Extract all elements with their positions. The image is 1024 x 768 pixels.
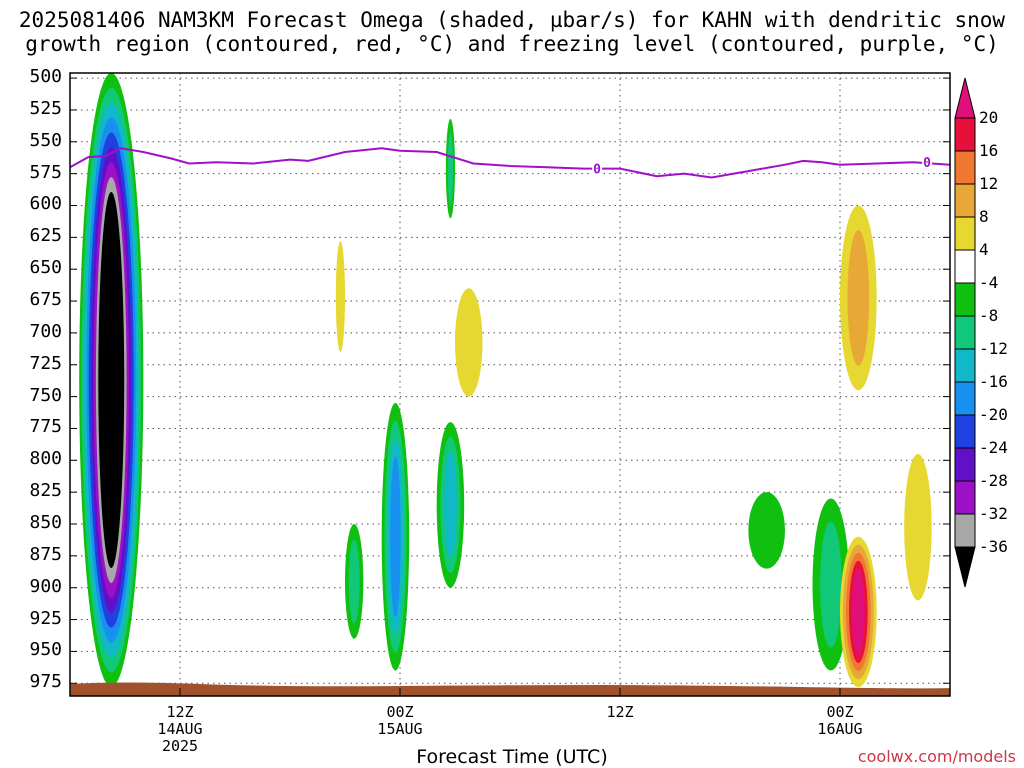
- colorbar-bin: [954, 282, 976, 317]
- colorbar-label: 20: [979, 108, 999, 127]
- x-tick-label: 16AUG: [817, 720, 863, 738]
- x-tick-label: 15AUG: [377, 720, 423, 738]
- chart-title-line-2: growth region (contoured, red, °C) and f…: [25, 32, 999, 56]
- omega-contour: [103, 221, 120, 539]
- y-tick-label-600: 600: [29, 193, 62, 215]
- omega-contour: [455, 288, 483, 397]
- colorbar-label: -24: [979, 438, 1008, 457]
- colorbar-label: -32: [979, 504, 1008, 523]
- colorbar-over-triangle: [954, 77, 976, 119]
- y-tick-label-850: 850: [29, 512, 62, 533]
- y-tick-label-525: 525: [29, 97, 62, 119]
- colorbar-label: 4: [979, 240, 989, 259]
- colorbar-label: 16: [979, 141, 999, 160]
- y-tick-label-625: 625: [29, 225, 62, 247]
- y-tick-label-900: 900: [29, 575, 62, 597]
- y-tick-label-550: 550: [29, 129, 62, 151]
- y-tick-label-825: 825: [29, 480, 62, 502]
- y-tick-label-950: 950: [29, 639, 62, 661]
- y-tick-label-675: 675: [29, 289, 62, 311]
- surface-terrain: [70, 682, 950, 696]
- x-axis-title: Forecast Time (UTC): [416, 746, 608, 768]
- colorbar-bin: [954, 249, 976, 284]
- y-tick-label-700: 700: [29, 320, 62, 342]
- plot-frame: [69, 72, 951, 697]
- colorbar-label: -36: [979, 537, 1008, 556]
- omega-contour: [748, 492, 786, 569]
- colorbar-bin: [954, 513, 976, 548]
- colorbar-label: -28: [979, 471, 1008, 490]
- y-tick-label-575: 575: [29, 161, 62, 183]
- y-tick-label-650: 650: [29, 257, 62, 279]
- omega-shading: [79, 73, 932, 688]
- omega-contour: [390, 456, 401, 618]
- x-tick-label: 12Z: [1020, 704, 1024, 721]
- colorbar-bin: [954, 315, 976, 350]
- colorbar-bin: [954, 150, 976, 185]
- omega-contour: [335, 241, 345, 353]
- y-tick-label-975: 975: [29, 671, 62, 693]
- colorbar-bin: [954, 216, 976, 251]
- freezing-level-label: 0: [923, 156, 931, 171]
- omega-contour: [852, 568, 865, 656]
- colorbar-bin: [954, 183, 976, 218]
- colorbar-bin: [954, 117, 976, 152]
- y-tick-label-775: 775: [29, 416, 62, 438]
- y-tick-label-925: 925: [29, 607, 62, 629]
- x-tick-label: 12Z: [606, 703, 634, 721]
- credit-link[interactable]: coolwx.com/models: [857, 747, 1016, 766]
- colorbar-bin: [954, 381, 976, 416]
- surface-ground: [70, 682, 950, 696]
- freezing-level-label-bg: [922, 155, 933, 170]
- grid-lines: [70, 73, 950, 696]
- colorbar-label: -8: [979, 306, 999, 325]
- omega-contour: [847, 230, 870, 366]
- colorbar-label: 8: [979, 207, 989, 226]
- colorbar-bin: [954, 480, 976, 515]
- omega-contour: [904, 453, 932, 601]
- y-tick-label-725: 725: [29, 352, 62, 374]
- omega-contour: [348, 539, 360, 624]
- colorbar-bin: [954, 447, 976, 482]
- x-tick-label: 2025: [161, 737, 199, 755]
- colorbar-label: -20: [979, 405, 1008, 424]
- colorbar: [954, 77, 976, 588]
- axis-ticks: [70, 77, 950, 696]
- freezing-level-label-bg: [592, 161, 603, 176]
- x-tick-label: 14AUG: [157, 720, 203, 738]
- y-tick-label-800: 800: [29, 448, 62, 470]
- omega-contour: [447, 132, 454, 205]
- y-tick-label-500: 500: [29, 66, 62, 88]
- colorbar-bin: [954, 348, 976, 383]
- omega-contour: [820, 521, 842, 648]
- colorbar-bin: [954, 414, 976, 449]
- y-tick-label-875: 875: [29, 543, 62, 565]
- x-tick-label: 00Z: [386, 703, 414, 721]
- plot-background: [70, 73, 950, 696]
- freezing-level-line: [70, 147, 950, 179]
- omega-contour: [444, 451, 457, 559]
- colorbar-label: -12: [979, 339, 1008, 358]
- colorbar-label: -16: [979, 372, 1008, 391]
- colorbar-label: 12: [979, 174, 999, 193]
- colorbar-label: -4: [979, 273, 999, 292]
- x-tick-label: 00Z: [826, 703, 854, 721]
- chart-title-line-1: 2025081406 NAM3KM Forecast Omega (shaded…: [18, 8, 1006, 32]
- y-tick-label-750: 750: [29, 384, 62, 406]
- colorbar-under-triangle: [954, 546, 976, 588]
- x-tick-label: 12Z: [166, 703, 194, 721]
- freezing-level-label: 0: [593, 163, 601, 178]
